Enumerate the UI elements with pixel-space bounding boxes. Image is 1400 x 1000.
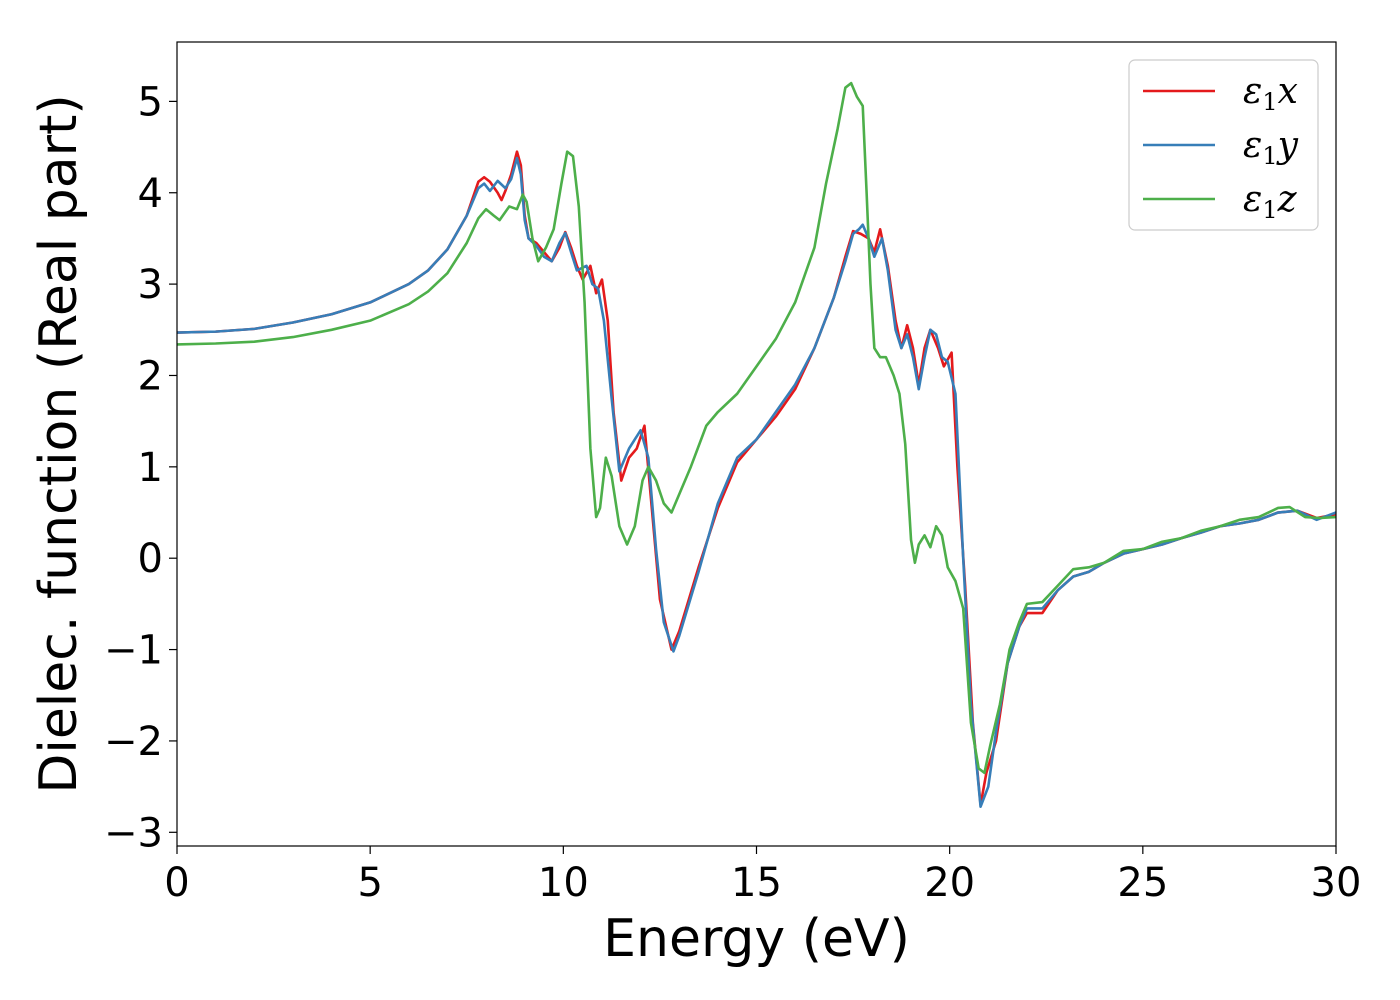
series-line-y xyxy=(177,156,1336,809)
y-tick-label: 5 xyxy=(138,79,163,125)
series-line-z xyxy=(177,81,1336,775)
y-tick-label: −1 xyxy=(104,628,163,674)
series-layer xyxy=(177,81,1336,809)
legend-label: ε1z xyxy=(1243,179,1298,224)
x-axis-label: Energy (eV) xyxy=(603,909,910,969)
y-tick-label: 2 xyxy=(138,353,163,399)
y-tick-label: 3 xyxy=(138,262,163,308)
legend-label: ε1x xyxy=(1243,71,1298,116)
legend-label: ε1y xyxy=(1243,125,1299,170)
x-tick-label: 5 xyxy=(357,860,382,906)
x-tick-label: 15 xyxy=(731,860,782,906)
legend-item-y: ε1y xyxy=(1143,125,1299,170)
legend-item-x: ε1x xyxy=(1143,71,1298,116)
x-tick-label: 10 xyxy=(538,860,589,906)
y-tick-label: −3 xyxy=(104,810,163,856)
y-tick-label: 0 xyxy=(138,536,163,582)
y-axis-label: Dielec. function (Real part) xyxy=(29,94,89,793)
x-tick-label: 0 xyxy=(164,860,189,906)
legend-box xyxy=(1128,59,1319,231)
x-tick-label: 30 xyxy=(1311,860,1362,906)
y-tick-label: 1 xyxy=(138,445,163,491)
y-tick-label: 4 xyxy=(138,171,163,217)
y-tick-label: −2 xyxy=(104,719,163,765)
legend: ε1x ε1y ε1z xyxy=(1128,59,1319,231)
x-axis: 0 5 10 15 20 25 30 xyxy=(164,846,1361,906)
y-axis: −3 −2 −1 0 1 2 3 4 5 xyxy=(104,79,177,856)
legend-item-z: ε1z xyxy=(1143,179,1298,224)
x-tick-label: 25 xyxy=(1117,860,1168,906)
x-tick-label: 20 xyxy=(924,860,975,906)
